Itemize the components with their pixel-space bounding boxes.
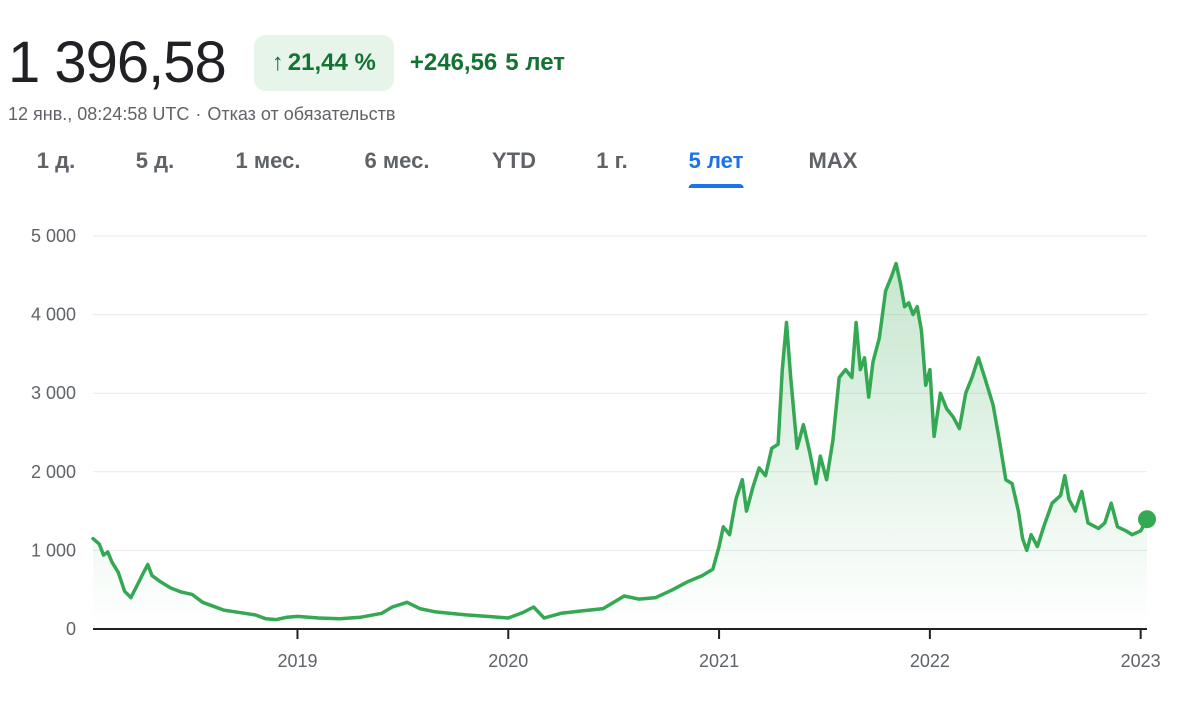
y-tick-label: 0: [66, 619, 76, 639]
tab-label: 1 г.: [596, 148, 628, 173]
tab-label: YTD: [492, 148, 536, 173]
y-axis-labels: 0 1 000 2 000 3 000 4 000 5 000: [31, 226, 76, 639]
tab-6-months[interactable]: 6 мес.: [365, 148, 430, 174]
quote-header: 1 396,58 ↑ 21,44 % +246,56 5 лет: [8, 28, 565, 98]
separator: ·: [195, 104, 202, 124]
range-tabs: 1 д. 5 д. 1 мес. 6 мес. YTD 1 г. 5 лет M…: [0, 148, 900, 192]
change-absolute: +246,56: [409, 49, 498, 76]
y-tick-label: 2 000: [31, 462, 76, 482]
tab-1-month[interactable]: 1 мес.: [236, 148, 301, 174]
arrow-up-icon: ↑: [271, 49, 284, 76]
tab-5-years[interactable]: 5 лет: [688, 148, 744, 188]
tab-max[interactable]: MAX: [809, 148, 858, 174]
tab-label: 5 лет: [688, 148, 744, 173]
x-tick-label: 2023: [1121, 651, 1161, 671]
y-tick-label: 1 000: [31, 540, 76, 560]
tab-1-year[interactable]: 1 г.: [596, 148, 627, 174]
x-tick-label: 2020: [488, 651, 528, 671]
current-price-marker[interactable]: [1138, 510, 1156, 529]
price-area-fill: [93, 263, 1147, 629]
tab-label: 5 д.: [135, 148, 175, 173]
x-tick-label: 2022: [910, 651, 950, 671]
y-tick-label: 4 000: [31, 305, 76, 325]
x-axis-labels: 2019 2020 2021 2022 2023: [277, 629, 1161, 671]
tab-5-days[interactable]: 5 д.: [136, 148, 174, 174]
price-line[interactable]: [91, 261, 1149, 622]
tab-ytd[interactable]: YTD: [492, 148, 536, 174]
tab-label: MAX: [808, 148, 858, 173]
tab-label: 1 мес.: [235, 148, 301, 173]
change-period: 5 лет: [505, 49, 566, 76]
current-price: 1 396,58: [8, 30, 227, 95]
tab-label: 6 мес.: [364, 148, 430, 173]
tab-1-day[interactable]: 1 д.: [37, 148, 75, 174]
y-tick-label: 5 000: [31, 226, 76, 246]
change-percent-badge: ↑ 21,44 %: [253, 35, 394, 91]
timestamp: 12 янв., 08:24:58 UTC: [8, 104, 190, 124]
quote-subline: 12 янв., 08:24:58 UTC · Отказ от обязатель…: [8, 104, 395, 125]
y-tick-label: 3 000: [31, 383, 76, 403]
change-absolute-wrap: +246,56 5 лет: [410, 49, 565, 77]
x-tick-label: 2019: [277, 651, 317, 671]
disclaimer-link[interactable]: Отказ от обязательств: [207, 104, 396, 124]
tab-underline: [688, 184, 744, 188]
x-tick-label: 2021: [699, 651, 739, 671]
tab-label: 1 д.: [36, 148, 76, 173]
change-percent: 21,44 %: [287, 49, 376, 76]
